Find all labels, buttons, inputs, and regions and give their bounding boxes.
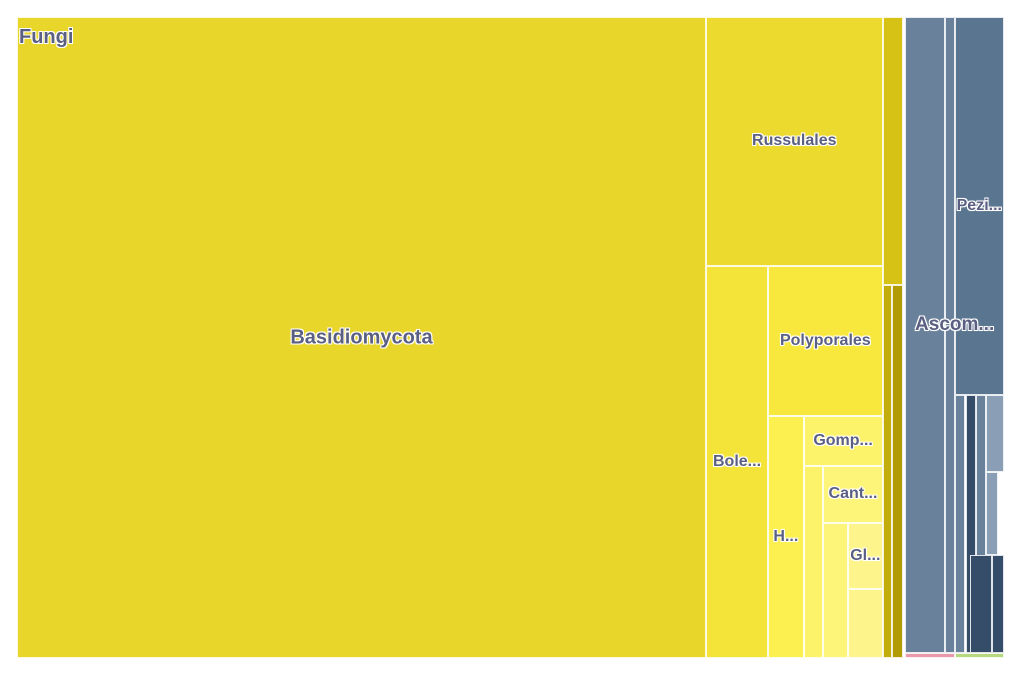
treemap-label-hymenochaetales: H... (773, 528, 799, 546)
treemap-node-basidio-minor-c[interactable] (848, 589, 883, 658)
treemap-node-basidio-minor-3[interactable] (892, 284, 904, 658)
treemap-node-polyporales[interactable]: Polyporales (768, 265, 883, 417)
treemap-node-basidio-minor-1[interactable] (882, 17, 904, 285)
treemap-node-asco-block-b[interactable] (944, 17, 955, 653)
treemap-node-boletales[interactable]: Bole... (705, 265, 769, 658)
treemap-label-basidiomycota: Basidiomycota (290, 326, 433, 348)
treemap-node-russulales[interactable]: Russulales (705, 17, 883, 266)
treemap-label-polyporales: Polyporales (779, 332, 871, 350)
treemap-label-gomphales: Gomp... (813, 432, 873, 449)
treemap-node-gomphales[interactable]: Gomp... (803, 416, 883, 466)
treemap-node-basidio-minor-b[interactable] (823, 522, 849, 658)
treemap-label-boletales: Bole... (713, 452, 762, 470)
treemap-node-asco-sub-5[interactable] (986, 472, 999, 556)
treemap-node-asco-sub-1[interactable] (954, 395, 966, 653)
treemap-node-asco-block-a[interactable] (905, 17, 945, 653)
treemap-node-hymenochaetales[interactable]: H... (768, 416, 804, 658)
treemap-label-cantharellales: Cant... (828, 485, 878, 503)
treemap-node-asco-sub-6[interactable] (970, 555, 993, 653)
treemap-node-gloeophyllales[interactable]: Gl... (848, 522, 883, 590)
treemap-node-other-green[interactable] (954, 652, 1004, 658)
treemap-label-asco-overlay: Ascom... (915, 313, 995, 335)
treemap-node-basidio-minor-a[interactable] (803, 465, 824, 658)
treemap-node-cantharellales[interactable]: Cant... (823, 465, 883, 523)
treemap-node-asco-sub-4[interactable] (986, 395, 1004, 473)
treemap-node-other-pink[interactable] (905, 652, 955, 658)
treemap-node-basidiomycota[interactable]: Basidiomycota (17, 17, 706, 658)
treemap-node-asco-sub-7[interactable] (992, 555, 1004, 653)
treemap-label-russulales: Russulales (752, 132, 837, 150)
treemap-node-asco-overlay[interactable]: Ascom... (905, 209, 1004, 440)
treemap-node-basidio-minor-2[interactable] (882, 284, 893, 658)
treemap-label-gloeophyllales: Gl... (850, 547, 881, 565)
root-label[interactable]: Fungi (19, 26, 74, 48)
